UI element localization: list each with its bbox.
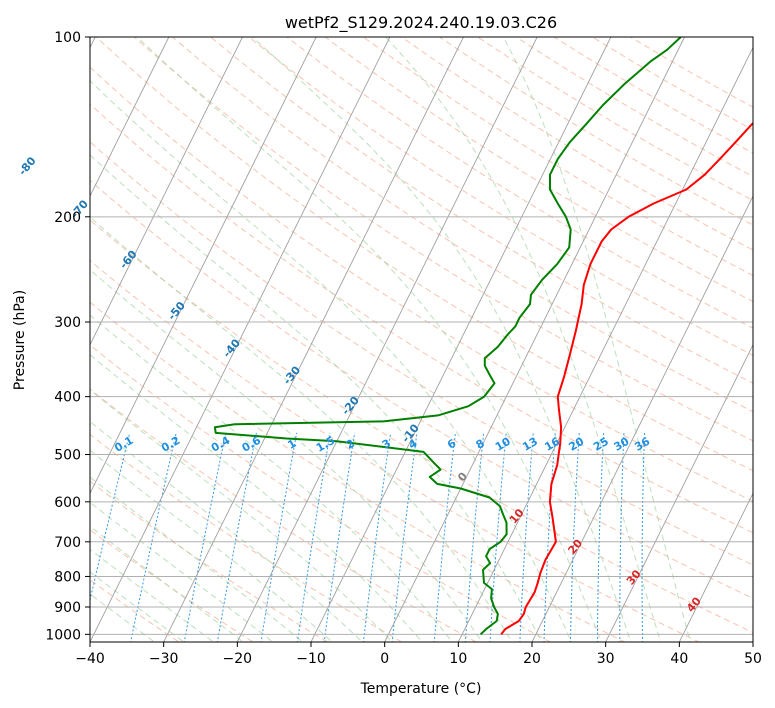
mixing-ratio-line [296, 432, 331, 642]
moist-adiabat [90, 154, 543, 642]
isotherm-line [236, 37, 538, 642]
x-tick-label: 30 [597, 651, 615, 667]
isotherm-line [163, 37, 464, 642]
isotherm-line [384, 37, 685, 642]
moist-adiabat [90, 476, 304, 642]
x-tick-label: 20 [523, 651, 541, 667]
temperature-line [500, 121, 753, 635]
dewpoint-line [213, 37, 682, 636]
background-lines [90, 37, 753, 642]
mixing-ratio-line [464, 432, 485, 642]
y-tick-label: 600 [54, 495, 81, 511]
mixing-ratio-line [641, 432, 645, 642]
y-tick-label: 500 [54, 448, 81, 464]
isotherm-line [310, 37, 612, 642]
moist-adiabat [90, 80, 573, 642]
isotherm-line [457, 46, 753, 642]
y-tick-label: 800 [54, 569, 81, 585]
moist-adiabat [90, 571, 185, 642]
x-tick-label: 50 [744, 651, 762, 667]
y-tick-label: 1000 [45, 627, 81, 643]
moist-adiabat [90, 269, 483, 642]
series-group [213, 37, 753, 636]
moist-adiabat [90, 548, 215, 642]
x-tick-label: 40 [670, 651, 688, 667]
moist-adiabat [136, 37, 602, 642]
x-tick-label: 10 [449, 651, 467, 667]
y-tick-label: 200 [54, 210, 81, 226]
y-tick-label: 900 [54, 600, 81, 616]
dry-adiabat [210, 37, 753, 384]
y-tick-label: 300 [54, 315, 81, 331]
dry-adiabat [324, 37, 753, 303]
dry-adiabat [248, 37, 753, 356]
x-tick-label: −40 [75, 651, 105, 667]
moist-adiabat [90, 593, 156, 642]
mixing-ratio-line [519, 432, 534, 642]
mixing-ratio-line [433, 432, 456, 642]
mixing-ratio-line [216, 432, 257, 642]
x-axis-label: Temperature (°C) [360, 681, 482, 697]
plot-frame [89, 36, 754, 643]
moist-adiabat [502, 37, 691, 642]
dry-adiabat [90, 259, 701, 642]
y-axis-label: Pressure (hPa) [12, 290, 28, 390]
dry-adiabat [90, 388, 478, 642]
moist-adiabat [90, 216, 513, 642]
isotherm-line [605, 343, 753, 642]
x-tick-label: 0 [380, 651, 389, 667]
mixing-ratio-line [260, 432, 298, 642]
x-tick-label: −10 [296, 651, 326, 667]
isotherm-line [678, 492, 753, 642]
isotherm-line [90, 37, 170, 198]
moist-adiabat [90, 525, 244, 642]
chart-title: wetPf2_S129.2024.240.19.03.C26 [285, 13, 557, 33]
mixing-ratio-line [569, 432, 580, 642]
mixing-ratio-line [323, 432, 356, 642]
dry-adiabat [90, 344, 552, 642]
dry-adiabat [95, 37, 753, 472]
dry-adiabat [90, 179, 753, 599]
grid [90, 37, 753, 635]
moist-adiabat [385, 37, 662, 642]
dry-adiabat [90, 579, 180, 642]
x-tick-label: −30 [149, 651, 179, 667]
dry-adiabat [90, 219, 753, 634]
y-ticks: 100 200 300 400 500 600 700 800 900 1000 [45, 30, 90, 643]
dry-adiabat [172, 37, 753, 413]
mixing-ratio-line [596, 432, 605, 642]
y-tick-label: 400 [54, 390, 81, 406]
isotherm-line [90, 37, 317, 495]
dry-adiabat [90, 480, 329, 642]
dry-adiabat [90, 66, 753, 502]
y-tick-label: 100 [54, 30, 81, 46]
y-tick-label: 700 [54, 535, 81, 551]
isotherm-line [90, 37, 243, 346]
x-tick-label: −20 [223, 651, 253, 667]
dry-adiabat [90, 103, 753, 534]
mixing-ratio-line [619, 432, 625, 642]
mixing-ratio-line [489, 432, 507, 642]
moist-adiabat [90, 314, 453, 642]
moist-adiabat [251, 37, 632, 642]
mixing-ratio-line [362, 432, 392, 642]
x-ticks: −40 −30 −20 −10 0 10 20 30 40 50 [75, 642, 762, 667]
moist-adiabat [90, 449, 334, 642]
isotherm-line [90, 37, 391, 642]
mixing-ratio-line [90, 432, 131, 603]
moist-adiabat [90, 420, 364, 642]
isotherm-line [531, 195, 753, 642]
